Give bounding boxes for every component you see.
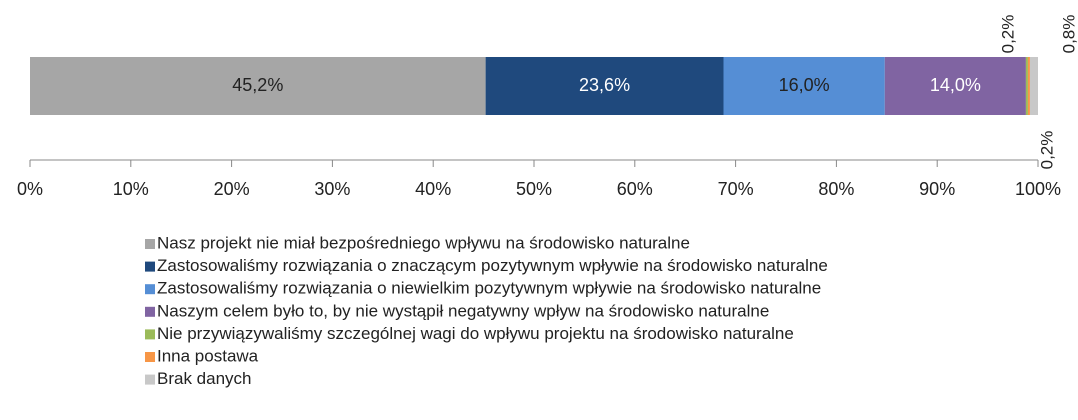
data-label: 14,0% [930,75,981,95]
legend-label: Inna postawa [157,346,259,365]
legend-label: Zastosowaliśmy rozwiązania o niewielkim … [157,279,821,298]
legend-marker [145,352,155,362]
x-tick-label: 30% [314,179,350,199]
legend-marker [145,239,155,249]
x-tick-label: 60% [617,179,653,199]
legend-label: Nasz projekt nie miał bezpośredniego wpł… [157,233,690,252]
x-tick-label: 10% [113,179,149,199]
legend-marker [145,284,155,295]
legend-label: Naszym celem było to, by nie wystąpił ne… [157,301,769,320]
bar-segment [1029,57,1038,115]
x-tick-label: 20% [214,179,250,199]
x-tick-label: 80% [818,179,854,199]
legend-label: Brak danych [157,369,252,388]
data-label: 45,2% [232,75,283,95]
legend-marker [145,306,155,317]
bar-segment [723,57,885,115]
legend-label: Nie przywiązywaliśmy szczególnej wagi do… [157,324,794,343]
data-label: 0,8% [1059,15,1078,54]
data-label: 0,2% [1037,131,1056,170]
bar-segment [1027,57,1030,115]
bar-segment [485,57,724,115]
x-tick-label: 50% [516,179,552,199]
data-label: 0,2% [998,15,1017,54]
bar-segment [884,57,1026,115]
legend-label: Zastosowaliśmy rozwiązania o znaczącym p… [157,256,828,275]
data-label: 23,6% [579,75,630,95]
x-tick-label: 70% [718,179,754,199]
bar-segment [30,57,486,115]
data-label: 16,0% [779,75,830,95]
legend-marker [145,374,155,385]
x-tick-label: 100% [1015,179,1061,199]
x-tick-label: 40% [415,179,451,199]
legend-marker [145,329,155,340]
legend-marker [145,261,155,272]
x-tick-label: 0% [17,179,43,199]
x-tick-label: 90% [919,179,955,199]
bar-segment [1025,57,1028,115]
